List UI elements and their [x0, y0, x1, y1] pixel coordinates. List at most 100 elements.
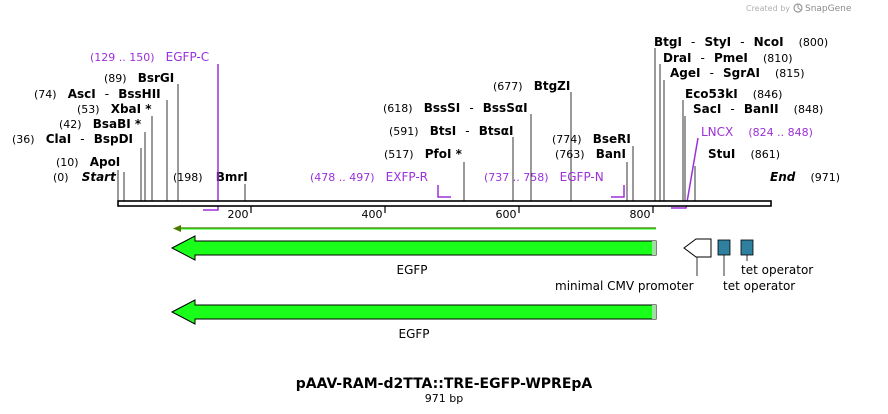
site-saci-label: SacI	[693, 102, 721, 116]
site-bsabi-label: BsaBI *	[93, 117, 142, 131]
feature-egfp-1-label: EGFP	[396, 263, 427, 277]
site-pmei-label: PmeI	[714, 51, 748, 65]
sequence-backbone	[117, 200, 772, 207]
site-sgrai-label: SgrAI	[723, 66, 760, 80]
map-length: 971 bp	[425, 392, 463, 405]
svg-text:(517) PfoI *: (517) PfoI *	[384, 143, 463, 162]
ruler-ticks	[250, 206, 654, 213]
primer-lncx-mark	[671, 137, 699, 209]
credit-prefix: Created by	[746, 4, 790, 13]
svg-text:(677) BtgZI: (677) BtgZI	[493, 75, 570, 94]
primer-egfp-c-mark	[203, 64, 219, 211]
svg-text:DraI - PmeI (810): DraI - PmeI (810)	[663, 47, 793, 66]
feature-tet-op-2	[740, 239, 754, 256]
primer-exfp-r-label: EXFP-R	[386, 170, 428, 184]
site-asci-label: AscI	[68, 87, 96, 101]
svg-text:(591) BtsI - BtsαI: (591) BtsI - BtsαI	[389, 120, 513, 139]
primer-lncx-range: (824 .. 848)	[748, 126, 813, 139]
feature-tet-op-1-label: tet operator	[723, 279, 795, 293]
site-styi-label: StyI	[704, 35, 731, 49]
svg-text:StuI (861): StuI (861)	[708, 143, 780, 162]
tick-600: 600	[496, 208, 517, 221]
feature-egfp-2-label: EGFP	[398, 327, 429, 341]
site-btgzi-label: BtgZI	[534, 79, 571, 93]
site-clai-label: ClaI	[46, 132, 71, 146]
site-bseri-pos: (774)	[552, 133, 582, 146]
svg-text:(774) BseRI: (774) BseRI	[552, 128, 631, 147]
svg-text:SacI - BanII (848): SacI - BanII (848)	[693, 98, 823, 117]
site-bsabi-pos: (42)	[59, 118, 82, 131]
site-bsssi-pos: (618)	[383, 102, 413, 115]
site-bsrgi-label: BsrGI	[138, 71, 175, 85]
primer-lncx-label: LNCX	[701, 125, 733, 139]
site-drai-pos: (810)	[763, 52, 793, 65]
site-start-label: Start	[82, 170, 117, 184]
site-xbai-pos: (53)	[77, 103, 100, 116]
svg-text:(53) XbaI *: (53) XbaI *	[77, 98, 152, 117]
svg-text:(763) BanI: (763) BanI	[555, 143, 626, 162]
svg-text:(737 .. 758) EGFP-N: (737 .. 758) EGFP-N	[484, 166, 604, 185]
site-btsi-label: BtsI	[430, 124, 457, 138]
svg-text:BtgI - StyI -: BtgI - StyI - NcoI (800)	[654, 31, 828, 50]
site-eco53ki-pos: (846)	[753, 88, 783, 101]
primer-egfp-n-mark	[611, 185, 625, 198]
feature-min-cmv-label: minimal CMV promoter	[555, 279, 694, 293]
svg-text:(89) BsrGI: (89) BsrGI	[104, 67, 174, 86]
svg-text:(0) Start: (0) Start	[53, 166, 117, 185]
site-eco53ki-label: Eco53kI	[685, 87, 738, 101]
site-ncoi-label: NcoI	[754, 35, 784, 49]
site-banii-label: BanII	[744, 102, 779, 116]
site-agei-pos: (815)	[775, 67, 805, 80]
site-bsssi-label: BssSI	[424, 101, 461, 115]
site-btgi-label: BtgI	[654, 35, 682, 49]
svg-text:(10) ApoI: (10) ApoI	[56, 151, 120, 170]
svg-text:(129 .. 150) EGFP-C: (129 .. 150) EGFP-C	[90, 46, 209, 65]
svg-text:(618) BssSI - BssS: (618) BssSI - BssSαI	[383, 97, 528, 116]
site-bsrgi-pos: (89)	[104, 72, 127, 85]
orf-arrow	[173, 225, 656, 232]
site-start-pos: (0)	[53, 171, 69, 184]
svg-text:(478 .. 497) EXFP-R: (478 .. 497) EXFP-R	[310, 166, 428, 185]
site-btsi-pos: (591)	[389, 125, 419, 138]
site-bani-label: BanI	[596, 147, 626, 161]
svg-text:(42) BsaBI *: (42) BsaBI *	[59, 113, 142, 132]
site-btgzi-pos: (677)	[493, 80, 523, 93]
tick-800: 800	[630, 208, 651, 221]
feature-egfp-1-end	[652, 241, 656, 255]
svg-text:(74) AscI - BssHII: (74) AscI - BssHII	[34, 83, 161, 102]
site-btgi-pos: (800)	[799, 36, 829, 49]
site-bsshii-label: BssHII	[118, 87, 160, 101]
svg-text:(198) BmrI: (198) BmrI	[173, 166, 248, 185]
site-end-label: End	[770, 170, 796, 184]
svg-text:(36) ClaI - BspDI: (36) ClaI - BspDI	[12, 128, 133, 147]
primer-egfp-n-label: EGFP-N	[560, 170, 604, 184]
primer-exfp-r-mark	[437, 185, 451, 198]
site-drai-label: DraI	[663, 51, 691, 65]
site-clai-pos: (36)	[12, 133, 35, 146]
svg-text:AgeI - SgrAI (815): AgeI - SgrAI (815)	[670, 62, 805, 81]
tick-200: 200	[228, 208, 249, 221]
site-bspdi-label: BspDI	[94, 132, 133, 146]
site-leader-lines	[117, 48, 696, 201]
site-bmri-pos: (198)	[173, 171, 203, 184]
site-xbai-label: XbaI *	[111, 102, 153, 116]
site-stui-pos: (861)	[750, 148, 780, 161]
site-apoi-pos: (10)	[56, 156, 79, 169]
primer-egfp-c-label: EGFP-C	[166, 50, 209, 64]
site-pfoi-label: PfoI *	[425, 147, 463, 161]
site-end-pos: (971)	[810, 171, 840, 184]
site-apoi-label: ApoI	[90, 155, 121, 169]
feature-tet-op-1	[717, 239, 731, 256]
site-pfoi-pos: (517)	[384, 148, 414, 161]
site-stui-label: StuI	[708, 147, 735, 161]
feature-egfp-2-end	[652, 305, 656, 319]
site-bani-pos: (763)	[555, 148, 585, 161]
feature-egfp-1	[170, 235, 657, 261]
site-bsssai-label: BssSαI	[483, 101, 528, 115]
credit-brand: SnapGene	[805, 4, 852, 14]
site-btsai-label: BtsαI	[479, 124, 514, 138]
snapgene-logo-icon	[793, 3, 803, 13]
site-bseri-label: BseRI	[593, 132, 631, 146]
primer-exfp-r-range: (478 .. 497)	[310, 171, 375, 184]
